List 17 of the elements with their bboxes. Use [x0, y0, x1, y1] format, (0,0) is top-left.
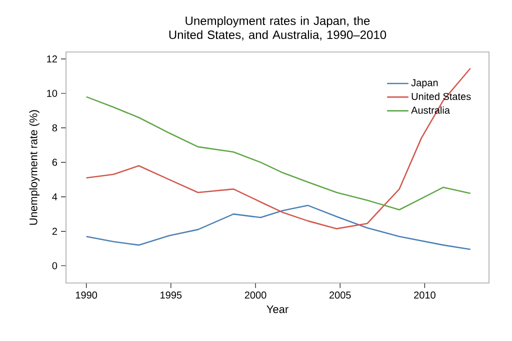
- legend-label: Japan: [411, 79, 438, 88]
- x-tick-label: 2000: [244, 292, 266, 299]
- line-series: [86, 68, 472, 230]
- x-tick-label: 1995: [160, 292, 182, 299]
- x-tick-label: 1990: [76, 292, 98, 299]
- y-tick-label: 0: [52, 262, 58, 270]
- x-tick-label: 2010: [414, 292, 436, 299]
- y-tick-label: 2: [52, 228, 57, 235]
- y-tick-label: 6: [52, 158, 58, 166]
- x-axis-title: Year: [266, 305, 288, 314]
- y-tick-label: 8: [52, 124, 58, 132]
- y-tick-label: 12: [47, 55, 57, 62]
- y-tick-label: 10: [47, 90, 58, 97]
- y-axis-title: Unemployment rate (%): [29, 110, 40, 225]
- x-tick-label: 2005: [329, 292, 351, 299]
- chart-title: Unemployment rates in Japan, the United States, and Australia, 1990–2010: [169, 16, 386, 40]
- y-tick-label: 4: [52, 193, 58, 200]
